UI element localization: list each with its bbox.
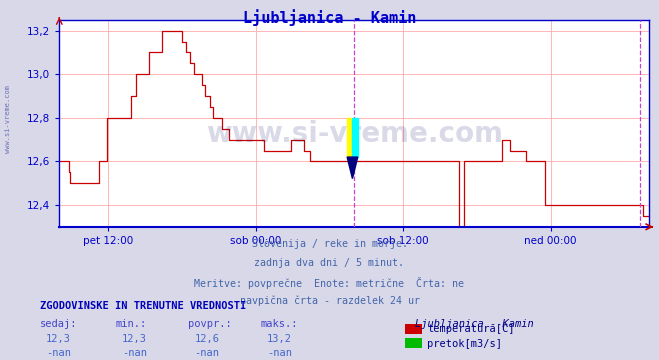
Text: povpr.:: povpr.:: [188, 319, 231, 329]
Text: Slovenija / reke in morje.: Slovenija / reke in morje.: [252, 239, 407, 249]
Text: Meritve: povprečne  Enote: metrične  Črta: ne: Meritve: povprečne Enote: metrične Črta:…: [194, 277, 465, 289]
Text: -nan: -nan: [122, 348, 147, 358]
Text: -nan: -nan: [194, 348, 219, 358]
Text: min.:: min.:: [115, 319, 146, 329]
Polygon shape: [347, 157, 358, 179]
Text: 12,3: 12,3: [46, 334, 71, 344]
Text: pretok[m3/s]: pretok[m3/s]: [427, 339, 502, 349]
Text: maks.:: maks.:: [260, 319, 298, 329]
Text: www.si-vreme.com: www.si-vreme.com: [5, 85, 11, 153]
Polygon shape: [347, 118, 353, 157]
Text: -nan: -nan: [267, 348, 292, 358]
Text: Ljubljanica - Kamin: Ljubljanica - Kamin: [415, 319, 534, 329]
Text: zadnja dva dni / 5 minut.: zadnja dva dni / 5 minut.: [254, 258, 405, 268]
Text: 12,6: 12,6: [194, 334, 219, 344]
Text: navpična črta - razdelek 24 ur: navpična črta - razdelek 24 ur: [239, 296, 420, 306]
Text: Ljubljanica - Kamin: Ljubljanica - Kamin: [243, 9, 416, 26]
Text: sedaj:: sedaj:: [40, 319, 77, 329]
Polygon shape: [353, 118, 358, 157]
Text: 12,3: 12,3: [122, 334, 147, 344]
Text: -nan: -nan: [46, 348, 71, 358]
Text: ZGODOVINSKE IN TRENUTNE VREDNOSTI: ZGODOVINSKE IN TRENUTNE VREDNOSTI: [40, 301, 246, 311]
Text: www.si-vreme.com: www.si-vreme.com: [206, 120, 503, 148]
Text: temperatura[C]: temperatura[C]: [427, 324, 515, 334]
Text: 13,2: 13,2: [267, 334, 292, 344]
